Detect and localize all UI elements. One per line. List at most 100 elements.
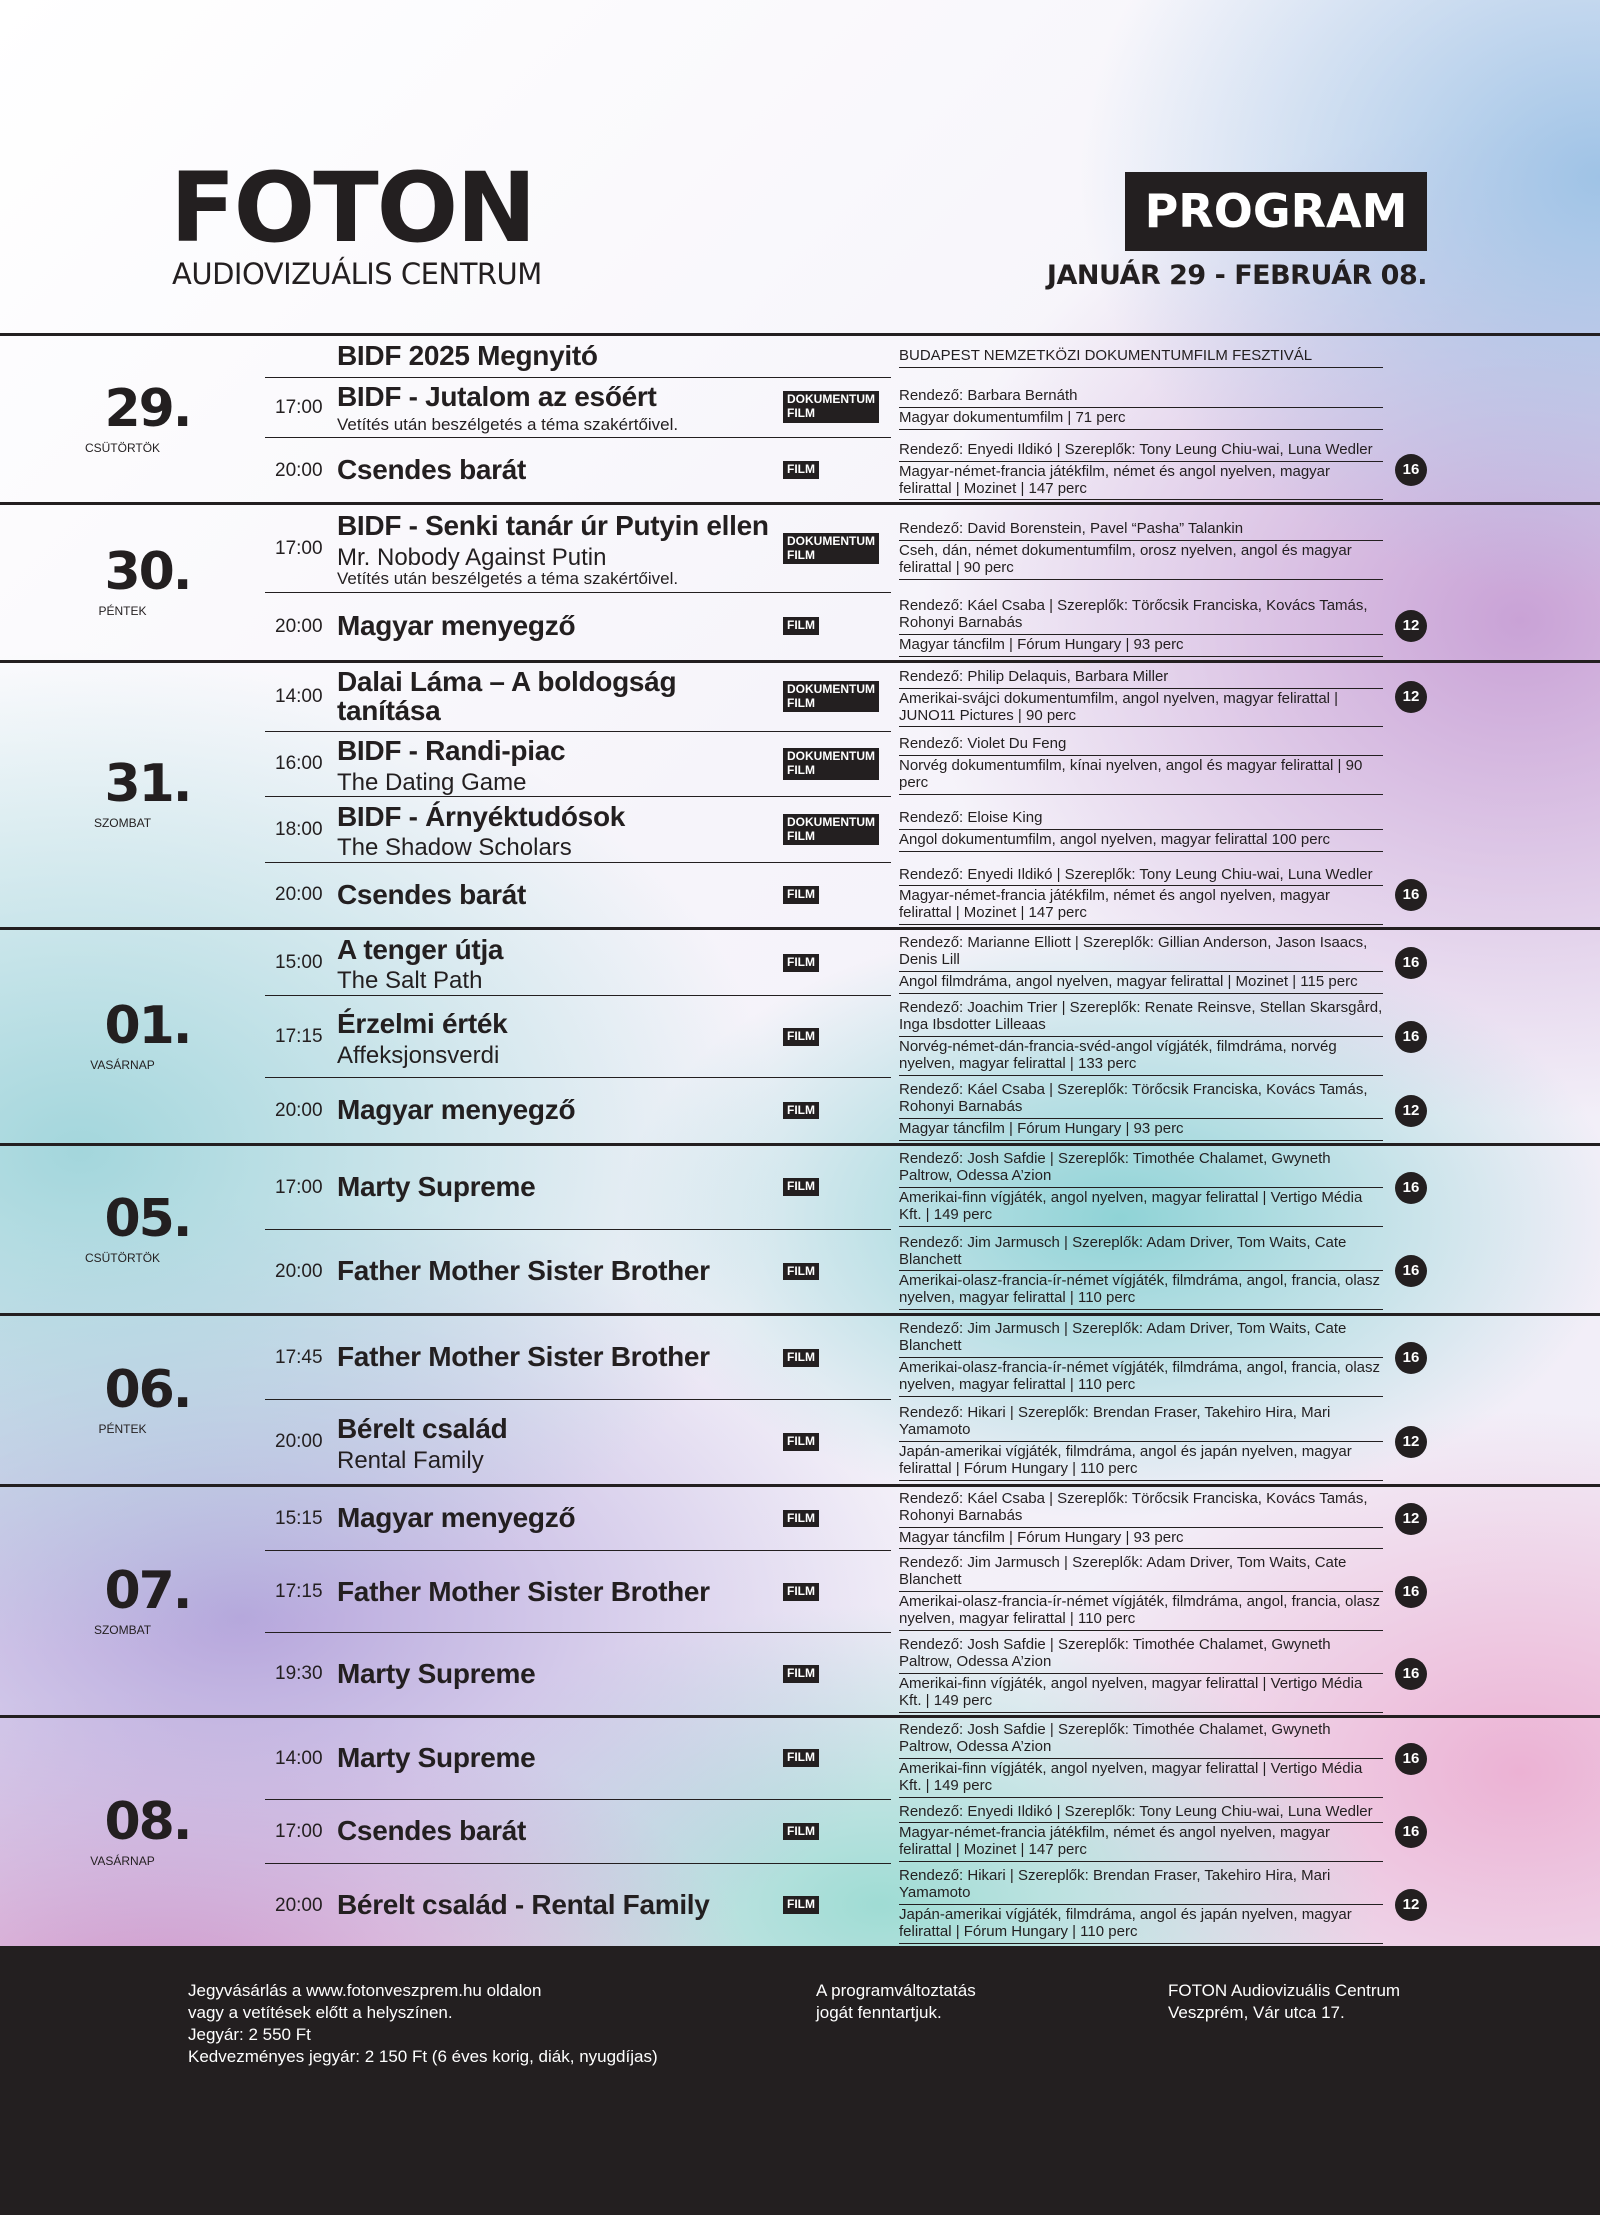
screening: 18:00 BIDF - Árnyéktudósok The Shadow Scho… <box>265 797 1600 864</box>
info-line: Rendező: Hikari | Szereplők: Brendan Fra… <box>899 1866 1383 1906</box>
info-cell: Rendező: Violet Du Feng Norvég dokumentum… <box>891 732 1383 798</box>
time: 20:00 <box>275 884 323 906</box>
screening: 20:00 Father Mother Sister Brother FILM Ren… <box>265 1230 1600 1314</box>
type-badge: DOKUMENTUM FILM <box>783 532 879 565</box>
info-cell: Rendező: Káel Csaba | Szereplők: Törőcsi… <box>891 593 1383 660</box>
time: 14:00 <box>275 686 323 708</box>
day-number: 06. <box>104 1359 192 1420</box>
rating-cell: 16 <box>1383 1718 1453 1800</box>
screening: 17:00 BIDF - Senki tanár úr Putyin ellen M… <box>265 505 1600 593</box>
info-line: Rendező: Josh Safdie | Szereplők: Timoth… <box>899 1635 1383 1674</box>
rating-cell: 16 <box>1383 930 1453 997</box>
time-cell: 17:00 <box>265 1800 337 1865</box>
info-line: Angol filmdráma, angol nyelven, magyar f… <box>899 972 1383 994</box>
info-cell: Rendező: Enyedi Ildikó | Szereplők: Tony… <box>891 1800 1383 1865</box>
info-line: Cseh, dán, német dokumentumfilm, orosz n… <box>899 541 1383 580</box>
rating-cell: 16 <box>1383 1800 1453 1865</box>
info-cell: Rendező: Josh Safdie | Szereplők: Timoth… <box>891 1146 1383 1230</box>
day-number: 01. <box>104 996 192 1057</box>
weekday: CSÜTÖRTÖK <box>84 1251 161 1266</box>
type-cell: DOKUMENTUM FILM <box>781 378 891 438</box>
info-line: Rendező: Joachim Trier | Szereplők: Rena… <box>899 998 1383 1038</box>
day-date: 01. VASÁRNAP <box>0 930 265 1143</box>
screening: 20:00 Bérelt család - Rental Family FILM Re… <box>265 1864 1600 1946</box>
type-cell: DOKUMENTUM FILM <box>781 732 891 798</box>
title: Marty Supreme <box>337 1741 536 1773</box>
type-cell: DOKUMENTUM FILM <box>781 797 891 864</box>
time: 15:15 <box>275 1508 323 1530</box>
type-cell: FILM <box>781 1146 891 1230</box>
type-cell: FILM <box>781 996 891 1079</box>
rating-cell: 16 <box>1383 438 1453 503</box>
time-cell: 14:00 <box>265 1718 337 1800</box>
screening: 15:15 Magyar menyegző FILM Rendező: Káel Cs… <box>265 1487 1600 1552</box>
info-cell: Rendező: Káel Csaba | Szereplők: Törőcsi… <box>891 1078 1383 1143</box>
info-line: Amerikai-finn vígjáték, angol nyelven, m… <box>899 1759 1383 1798</box>
day-number: 07. <box>104 1560 192 1621</box>
info-line: Amerikai-olasz-francia-ír-német vígjáték… <box>899 1592 1383 1632</box>
weekday: SZOMBAT <box>93 1622 152 1637</box>
type-badge: FILM <box>783 1262 819 1281</box>
age-rating: 16 <box>1395 1021 1427 1054</box>
info-line: Rendező: Eloise King <box>899 808 1383 831</box>
title: Csendes barát <box>337 453 527 485</box>
subtitle: Affeksjonsverdi <box>337 1041 500 1069</box>
title-cell: Marty Supreme <box>337 1718 781 1800</box>
footer-line: Kedvezményes jegyár: 2 150 Ft (6 éves ko… <box>188 2047 658 2067</box>
title: Father Mother Sister Brother <box>337 1255 710 1287</box>
time-cell: 20:00 <box>265 1078 337 1143</box>
time: 20:00 <box>275 1100 323 1122</box>
time: 15:00 <box>275 952 323 974</box>
type-cell: FILM <box>781 1316 891 1400</box>
info-line: Magyar-német-francia játékfilm, német és… <box>899 462 1383 501</box>
screening: 20:00 Bérelt család Rental Family FILM Rende… <box>265 1400 1600 1484</box>
day-number: 29. <box>104 379 192 440</box>
info-line: Rendező: Jim Jarmusch | Szereplők: Adam … <box>899 1233 1383 1272</box>
age-rating: 12 <box>1395 1094 1427 1127</box>
type-badge: FILM <box>783 953 819 972</box>
title: BIDF - Senki tanár úr Putyin ellen <box>337 510 769 542</box>
type-cell: FILM <box>781 1800 891 1865</box>
info-line: Japán-amerikai vígjáték, filmdráma, ango… <box>899 1442 1383 1481</box>
title: BIDF - Jutalom az esőért <box>337 381 657 413</box>
time-cell <box>265 336 337 378</box>
title: Father Mother Sister Brother <box>337 1575 710 1607</box>
time: 17:00 <box>275 1176 323 1198</box>
info-line: Magyar táncfilm | Fórum Hungary | 93 per… <box>899 1119 1383 1141</box>
info-cell: Rendező: Josh Safdie | Szereplők: Timoth… <box>891 1718 1383 1800</box>
info-line: Magyar-német-francia játékfilm, német és… <box>899 1823 1383 1863</box>
subtitle: Mr. Nobody Against Putin <box>337 543 607 571</box>
day-number: 30. <box>104 542 192 603</box>
rating-cell: 16 <box>1383 996 1453 1078</box>
info-cell: Rendező: Philip Delaquis, Barbara Miller… <box>891 663 1383 732</box>
title: Father Mother Sister Brother <box>337 1341 710 1373</box>
type-cell: FILM <box>781 1864 891 1946</box>
title-cell: Marty Supreme <box>337 1633 781 1715</box>
day-date: 06. PÉNTEK <box>0 1316 265 1483</box>
info-line: Magyar dokumentumfilm | 71 perc <box>899 408 1383 430</box>
footer-line: jogát fenntartjuk. <box>816 2003 942 2023</box>
screening: 17:45 Father Mother Sister Brother FILM Ren… <box>265 1316 1600 1400</box>
footer-line: A programváltoztatás <box>816 1981 976 2000</box>
info-line: Rendező: Enyedi Ildikó | Szereplők: Tony… <box>899 1802 1383 1824</box>
screenings: 17:45 Father Mother Sister Brother FILM Ren… <box>265 1316 1600 1483</box>
info-line: Amerikai-olasz-francia-ír-német vígjáték… <box>899 1358 1383 1398</box>
type-badge: FILM <box>783 461 819 479</box>
title-cell: Csendes barát <box>337 863 781 927</box>
type-cell: FILM <box>781 438 891 503</box>
age-rating: 12 <box>1395 681 1427 714</box>
title-cell: Dalai Láma – A boldogság tanítása <box>337 663 781 732</box>
time-cell: 20:00 <box>265 1864 337 1946</box>
screening: 15:00 A tenger útja The Salt Path FILM Rende… <box>265 930 1600 997</box>
type-cell: FILM <box>781 1551 891 1634</box>
type-badge: FILM <box>783 1509 819 1528</box>
time: 14:00 <box>275 1747 323 1769</box>
title-cell: BIDF 2025 Megnyitó <box>337 336 781 378</box>
info-line: Magyar táncfilm | Fórum Hungary | 93 per… <box>899 1528 1383 1550</box>
time-cell: 20:00 <box>265 1230 337 1314</box>
title: Magyar menyegző <box>337 1094 576 1126</box>
date-range: JANUÁR 29 - FEBRUÁR 08. <box>1046 260 1428 291</box>
footer-line: vagy a vetítések előtt a helyszínen. <box>188 2003 453 2023</box>
info-line: Amerikai-olasz-francia-ír-német vígjáték… <box>899 1271 1383 1311</box>
